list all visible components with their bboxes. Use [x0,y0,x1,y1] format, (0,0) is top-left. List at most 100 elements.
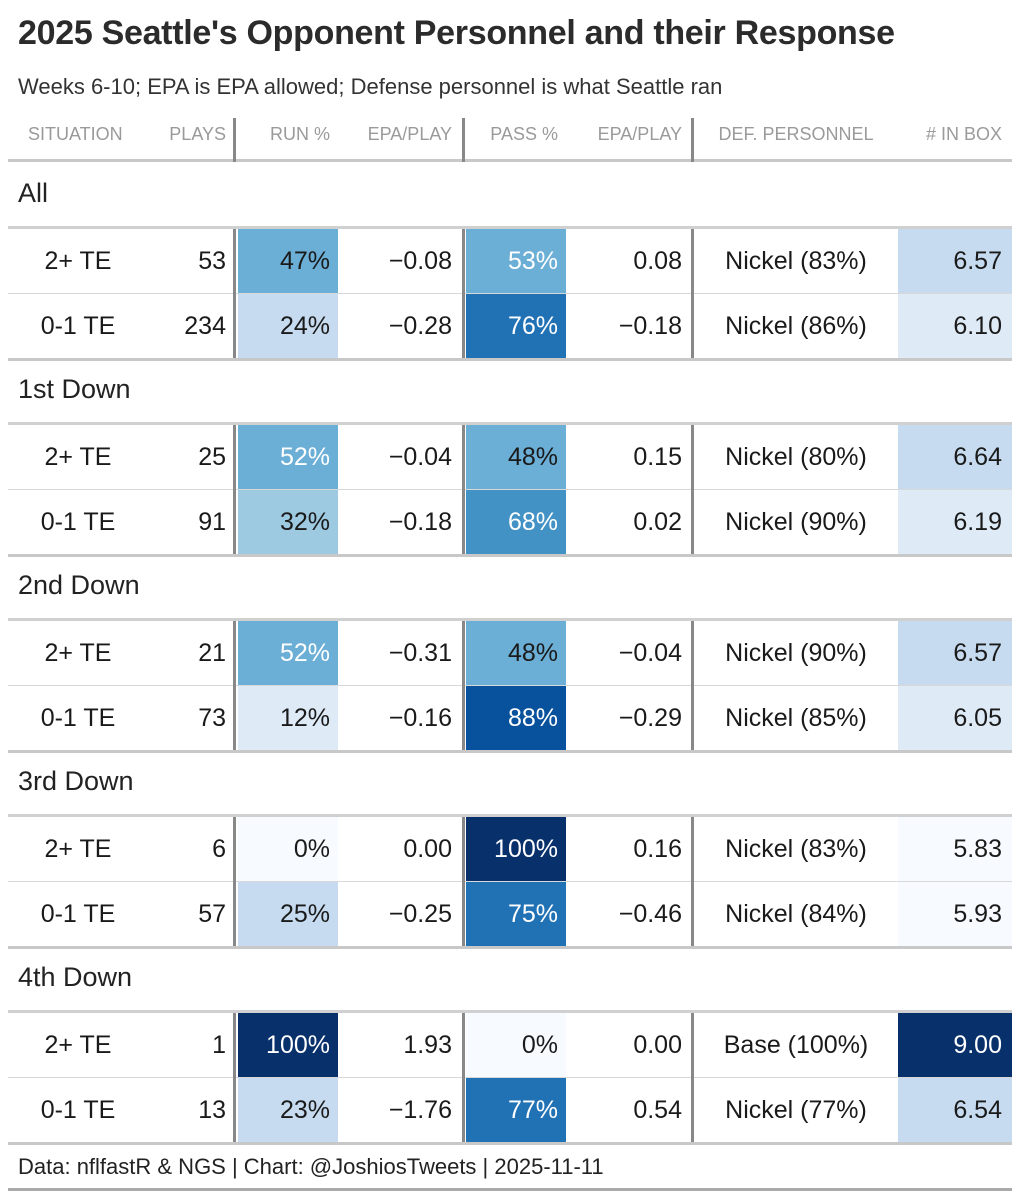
personnel-cell: Base (100%) [723,1030,869,1059]
in_box-fill [898,229,1012,293]
column-divider [233,1013,236,1142]
personnel-cell: Nickel (86%) [725,311,867,340]
run_pct-fill [238,1013,338,1077]
personnel-cell: Nickel (85%) [725,703,867,732]
column-divider [462,621,465,750]
chart-title: 2025 Seattle's Opponent Personnel and th… [18,14,895,52]
plays-cell: 6 [212,834,226,863]
group-rule [8,618,1012,621]
in_box-cell: 6.19 [953,507,1002,536]
pass_epa-cell: 0.02 [633,507,682,536]
group-rule [8,814,1012,817]
run_epa-cell: −0.08 [388,246,452,275]
column-header: EPA/PLAY [367,124,452,144]
run_pct-cell: 47% [279,246,330,275]
column-divider [462,425,465,554]
pass_pct-fill [466,1013,566,1077]
situation-cell: 2+ TE [44,1030,112,1059]
in_box-cell: 6.64 [953,442,1002,471]
plays-cell: 53 [198,246,226,275]
run_pct-fill [238,1078,338,1142]
column-divider [691,229,694,358]
run_epa-cell: −0.18 [388,507,452,536]
pass_pct-fill [466,621,566,685]
plays-cell: 91 [198,507,226,536]
column-divider [691,425,694,554]
situation-cell: 2+ TE [44,246,112,275]
header-rule [8,159,1012,162]
pass_epa-cell: −0.29 [618,703,682,732]
column-header: PASS % [490,124,558,144]
plays-cell: 234 [184,311,226,340]
personnel-cell: Nickel (83%) [725,834,867,863]
group-rule [8,1010,1012,1013]
pass_pct-fill [466,490,566,554]
column-header: RUN % [269,124,330,144]
in_box-fill [898,294,1012,358]
plays-cell: 21 [198,638,226,667]
in_box-cell: 6.57 [953,638,1002,667]
plays-cell: 57 [198,899,226,928]
pass_epa-cell: 0.54 [633,1095,682,1124]
run_pct-fill [238,294,338,358]
in_box-fill [898,686,1012,750]
personnel-cell: Nickel (83%) [725,246,867,275]
run_epa-cell: −0.25 [388,899,452,928]
column-divider [233,229,236,358]
situation-cell: 0-1 TE [40,899,116,928]
pass_epa-cell: 0.16 [633,834,682,863]
personnel-cell: Nickel (90%) [725,638,867,667]
pass_pct-cell: 100% [494,834,558,863]
pass_pct-fill [466,882,566,946]
row-rule [8,881,1012,882]
group-label: 4th Down [18,962,133,992]
pass_epa-cell: 0.15 [633,442,682,471]
chart-subtitle: Weeks 6-10; EPA is EPA allowed; Defense … [18,74,723,99]
group-label: 2nd Down [18,570,140,600]
pass_pct-cell: 0% [521,1030,558,1059]
pass_pct-fill [466,686,566,750]
in_box-cell: 5.93 [953,899,1002,928]
footer-rule [8,1188,1012,1191]
situation-cell: 2+ TE [44,834,112,863]
column-divider [233,817,236,946]
column-divider [462,229,465,358]
plays-cell: 25 [198,442,226,471]
group-end-rule [8,554,1012,557]
run_pct-fill [238,621,338,685]
pass_epa-cell: −0.18 [618,311,682,340]
in_box-fill [898,817,1012,881]
row-rule [8,293,1012,294]
pass_pct-cell: 77% [507,1095,558,1124]
pass_pct-cell: 48% [507,638,558,667]
run_pct-fill [238,425,338,489]
column-header: DEF. PERSONNEL [718,124,874,144]
column-divider [691,621,694,750]
pass_pct-fill [466,425,566,489]
pass_epa-cell: 0.00 [633,1030,682,1059]
situation-cell: 0-1 TE [40,311,116,340]
group-end-rule [8,750,1012,753]
group-label: 1st Down [18,374,131,404]
column-header: EPA/PLAY [597,124,682,144]
column-divider [233,621,236,750]
pass_pct-cell: 68% [507,507,558,536]
situation-cell: 0-1 TE [40,507,116,536]
group-label: 3rd Down [18,766,134,796]
group-end-rule [8,1142,1012,1145]
run_pct-cell: 25% [279,899,330,928]
situation-cell: 2+ TE [44,442,112,471]
personnel-cell: Nickel (84%) [725,899,867,928]
personnel-cell: Nickel (80%) [725,442,867,471]
situation-cell: 2+ TE [44,638,112,667]
header-divider [691,118,694,162]
in_box-fill [898,425,1012,489]
in_box-fill [898,490,1012,554]
pass_pct-fill [466,1078,566,1142]
row-rule [8,1077,1012,1078]
group-end-rule [8,358,1012,361]
plays-cell: 1 [212,1030,226,1059]
run_pct-cell: 12% [279,703,330,732]
chart-footer: Data: nflfastR & NGS | Chart: @JoshiosTw… [18,1154,604,1179]
